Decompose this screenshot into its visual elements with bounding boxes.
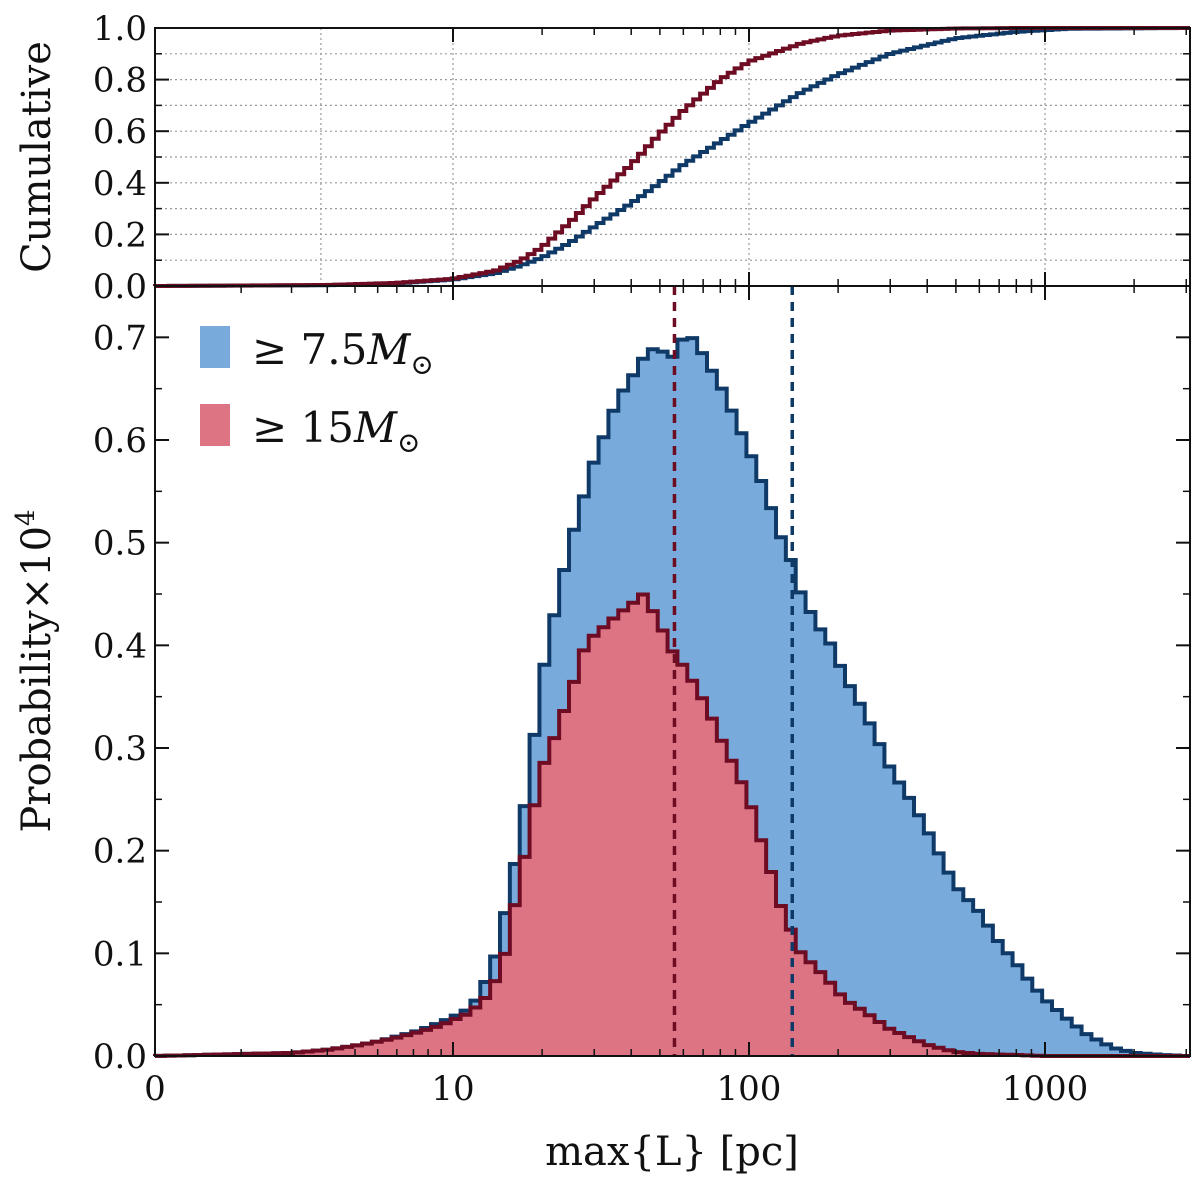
probability-x-tick-label: 1000 [1002,1069,1089,1109]
probability-y-tick-label: 0.6 [93,421,147,461]
probability-x-tick-label: 0 [144,1069,166,1109]
cumulative-y-tick-label: 0.6 [93,112,147,152]
cumulative-y-tick-label: 1.0 [93,9,147,49]
legend-label-7p5: ≥ 7.5M⊙ [252,325,434,381]
cumulative-grid [155,28,1190,286]
probability-y-tick-label: 0.1 [93,934,147,974]
x-axis-label: max{L} [pc] [545,1129,799,1175]
probability-panel: 0.0 0.1 0.2 0.3 0.4 0.5 0.6 0.7 0 10 100 1000 max{L… [11,285,1191,1175]
probability-y-tick-label: 0.5 [93,524,147,564]
legend-label-subscript: ⊙ [397,426,420,459]
probability-y-tick-label: 0.7 [93,318,147,358]
cumulative-y-tick-label: 0.8 [93,61,147,101]
probability-ticks: 0.0 0.1 0.2 0.3 0.4 0.5 0.6 0.7 0 10 100 1000 [93,286,1190,1109]
legend-label-prefix: ≥ 15 [252,403,354,452]
legend-label-prefix: ≥ 7.5 [252,325,367,374]
y-axis-label: Probability×104 [11,509,60,832]
probability-x-tick-label: 10 [431,1069,474,1109]
probability-x-tick-label: 100 [717,1069,782,1109]
legend-swatch-7p5 [200,326,230,368]
probability-axes-frame [154,285,1191,1057]
legend-swatch-15 [200,404,230,446]
probability-series [153,336,1190,1058]
probability-y-tick-label: 0.2 [93,832,147,872]
legend-label-subscript: ⊙ [410,348,433,381]
cumulative-y-axis-label: Cumulative [14,41,60,273]
cumulative-y-tick-label: 0.2 [93,215,147,255]
probability-y-tick-label: 0.0 [93,1037,147,1077]
histogram-area-15 [155,594,1190,1056]
y-axis-label-exponent: 4 [11,509,41,526]
cumulative-ticks: 0.0 0.2 0.4 0.6 0.8 1.0 [93,9,1190,307]
probability-y-tick-label: 0.3 [93,729,147,769]
cumulative-y-tick-label: 0.4 [93,164,147,204]
cumulative-y-tick-label: 0.0 [93,267,147,307]
cumulative-panel: 0.0 0.2 0.4 0.6 0.8 1.0 Cumulative [14,9,1191,307]
legend: ≥ 7.5M⊙≥ 15M⊙ [200,325,434,459]
median-lines [672,286,795,1056]
legend-label-symbol: M [366,325,411,374]
legend-label-symbol: M [353,403,398,452]
legend-label-15: ≥ 15M⊙ [252,403,420,459]
probability-y-tick-label: 0.4 [93,626,147,666]
y-axis-label-text: Probability×10 [14,526,60,833]
histogram-outline-15 [153,592,1190,1058]
